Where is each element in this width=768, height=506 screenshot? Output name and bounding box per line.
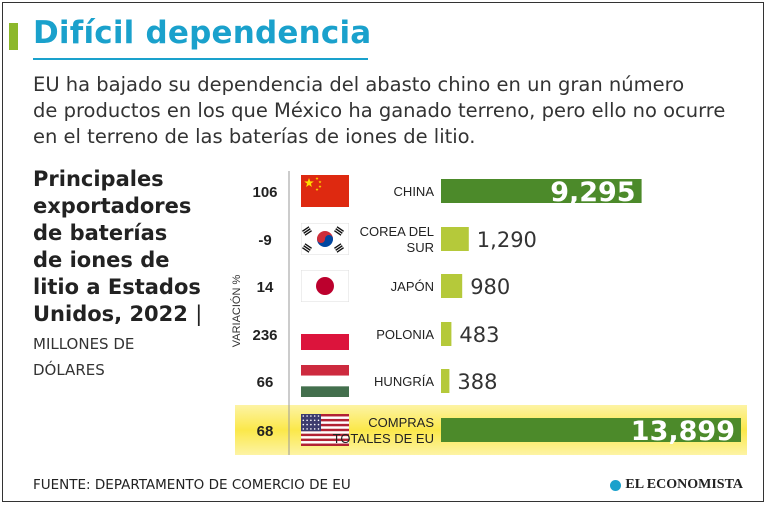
china-flag bbox=[301, 175, 349, 207]
chart-heading-line: de baterías bbox=[33, 221, 168, 245]
variation-label: -9 bbox=[258, 232, 271, 249]
value-label: 980 bbox=[470, 275, 510, 299]
bar bbox=[441, 227, 469, 251]
subtitle-line: de productos en los que México ha ganado… bbox=[33, 99, 726, 122]
south-korea-flag bbox=[301, 223, 349, 255]
flag-star bbox=[315, 176, 319, 180]
category-label: POLONIA bbox=[376, 327, 434, 342]
subtitle-line: en el terreno de las baterías de iones d… bbox=[33, 125, 476, 148]
chart-heading: Principales exportadores de baterías de … bbox=[33, 166, 223, 328]
source-note: FUENTE: DEPARTAMENTO DE COMERCIO DE EU bbox=[33, 477, 351, 493]
category-label: COREA DEL SUR bbox=[360, 224, 434, 255]
subtitle-line: EU ha bajado su dependencia del abasto c… bbox=[33, 73, 685, 96]
variation-label: 66 bbox=[257, 374, 274, 391]
variation-label: 14 bbox=[257, 279, 274, 296]
heading-separator: | bbox=[195, 302, 203, 326]
bar-chart: VARIACIÓN % 106 CHINA 9,295 -9 COREA DEL SUR 1… bbox=[230, 171, 747, 455]
units-line: DÓLARES bbox=[33, 361, 105, 379]
flag-star bbox=[315, 187, 319, 191]
flag-star bbox=[318, 180, 322, 184]
category-label: HUNGRÍA bbox=[374, 374, 434, 389]
japan-flag bbox=[301, 270, 349, 302]
units-line: MILLONES DE bbox=[33, 335, 135, 353]
chart-heading-line: Principales bbox=[33, 167, 164, 191]
brand-mark-icon bbox=[610, 479, 622, 491]
chart-units: MILLONES DE DÓLARES bbox=[33, 331, 213, 383]
flag-star bbox=[318, 184, 322, 188]
variation-label: 106 bbox=[252, 184, 277, 201]
title-underline bbox=[33, 58, 368, 60]
title-accent-bar bbox=[9, 23, 18, 50]
bar bbox=[441, 369, 450, 393]
variation-label: 68 bbox=[257, 423, 274, 440]
category-label: JAPÓN bbox=[391, 279, 434, 294]
value-label: 9,295 bbox=[550, 177, 635, 208]
bar bbox=[441, 274, 463, 298]
chart-heading-line: Unidos, 2022 bbox=[33, 302, 188, 326]
value-label: 388 bbox=[457, 370, 497, 394]
usa-flag bbox=[301, 414, 349, 446]
category-label: COMPRAS TOTALES DE EU bbox=[333, 415, 435, 446]
bar bbox=[441, 179, 642, 203]
variation-axis-label: VARIACIÓN % bbox=[230, 275, 243, 348]
chart-heading-line: de iones de bbox=[33, 248, 170, 272]
subtitle: EU ha bajado su dependencia del abasto c… bbox=[33, 72, 753, 150]
hungary-flag bbox=[301, 365, 349, 397]
value-label: 13,899 bbox=[631, 416, 735, 447]
flag-star bbox=[304, 178, 314, 188]
value-label: 1,290 bbox=[477, 228, 537, 252]
bar bbox=[441, 418, 741, 442]
value-label: 483 bbox=[459, 323, 499, 347]
variation-label: 236 bbox=[252, 327, 277, 344]
brand-logo: EL ECONOMISTA bbox=[610, 477, 743, 493]
poland-flag bbox=[301, 318, 349, 350]
category-label: CHINA bbox=[394, 184, 435, 199]
chart-heading-line-last: Unidos, 2022 | bbox=[33, 301, 223, 328]
chart-heading-line: litio a Estados bbox=[33, 275, 201, 299]
page-title: Difícil dependencia bbox=[33, 15, 372, 51]
brand-name: EL ECONOMISTA bbox=[625, 477, 743, 492]
bar bbox=[441, 322, 452, 346]
chart-heading-line: exportadores bbox=[33, 194, 192, 218]
